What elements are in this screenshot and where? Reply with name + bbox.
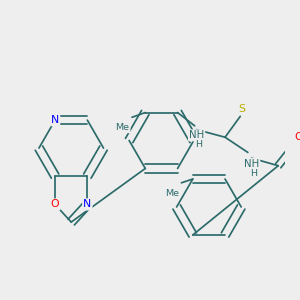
Text: H: H [250, 169, 257, 178]
Text: NH: NH [189, 130, 204, 140]
Text: N: N [83, 200, 92, 209]
Text: S: S [239, 104, 246, 114]
Text: NH: NH [244, 159, 259, 169]
Text: O: O [295, 132, 300, 142]
Text: O: O [51, 200, 59, 209]
Text: Me: Me [165, 189, 179, 198]
Text: H: H [195, 140, 202, 149]
Text: N: N [51, 115, 59, 125]
Text: Me: Me [116, 123, 130, 132]
